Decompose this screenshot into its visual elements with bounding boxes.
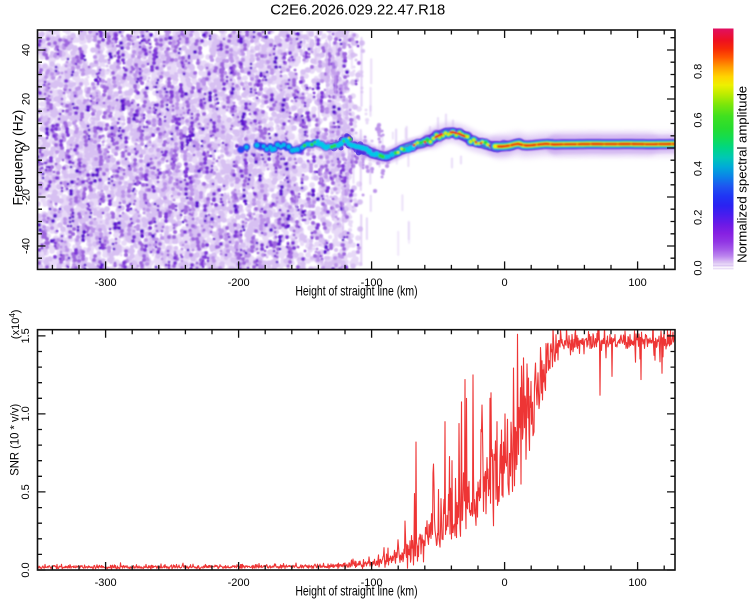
svg-text:0: 0 bbox=[502, 577, 508, 589]
svg-text:-200: -200 bbox=[228, 277, 250, 289]
svg-text:100: 100 bbox=[628, 577, 646, 589]
svg-text:0: 0 bbox=[502, 277, 508, 289]
svg-text:SNR (10 * v/v): SNR (10 * v/v) bbox=[8, 404, 22, 476]
svg-text:0.0: 0.0 bbox=[693, 260, 705, 275]
svg-text:0.5: 0.5 bbox=[20, 484, 32, 499]
svg-text:0.4: 0.4 bbox=[693, 161, 705, 176]
svg-text:Height of straight line (km): Height of straight line (km) bbox=[295, 583, 417, 599]
svg-text:Frequency (Hz): Frequency (Hz) bbox=[9, 110, 25, 206]
svg-text:0.8: 0.8 bbox=[693, 64, 705, 79]
svg-text:1.0: 1.0 bbox=[20, 406, 32, 421]
svg-text:-100: -100 bbox=[361, 577, 383, 589]
svg-text:0.0: 0.0 bbox=[20, 562, 32, 577]
svg-text:Height of straight line (km): Height of straight line (km) bbox=[295, 283, 417, 299]
svg-text:-40: -40 bbox=[21, 238, 33, 254]
svg-text:(x104): (x104) bbox=[8, 310, 22, 340]
svg-text:1.5: 1.5 bbox=[20, 328, 32, 343]
svg-text:-300: -300 bbox=[95, 577, 117, 589]
svg-text:0.2: 0.2 bbox=[693, 210, 705, 225]
svg-text:-300: -300 bbox=[95, 277, 117, 289]
svg-text:-20: -20 bbox=[21, 189, 33, 205]
svg-text:0: 0 bbox=[21, 145, 33, 151]
svg-text:-100: -100 bbox=[361, 277, 383, 289]
svg-text:40: 40 bbox=[21, 44, 33, 56]
svg-text:20: 20 bbox=[21, 93, 33, 105]
svg-text:-200: -200 bbox=[228, 577, 250, 589]
svg-text:0.6: 0.6 bbox=[693, 112, 705, 127]
svg-text:100: 100 bbox=[628, 277, 646, 289]
svg-text:Normalized spectral amplitude: Normalized spectral amplitude bbox=[734, 86, 749, 263]
svg-text:C2E6.2026.029.22.47.R18: C2E6.2026.029.22.47.R18 bbox=[270, 2, 445, 19]
